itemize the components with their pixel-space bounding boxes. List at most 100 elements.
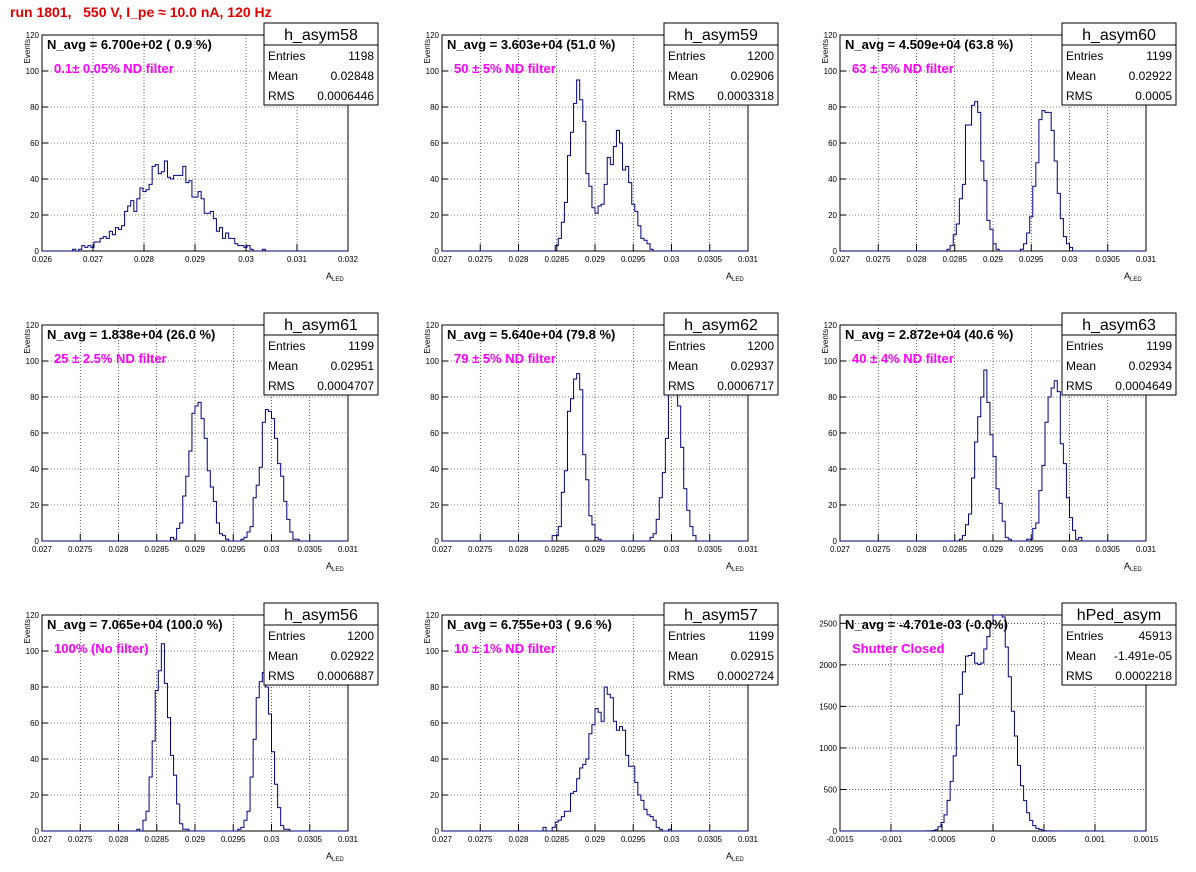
- x-tick-label: 0.0305: [298, 545, 323, 554]
- navg-label: N_avg = 2.872e+04 (40.6 %): [845, 327, 1013, 342]
- y-tick-label: 40: [430, 465, 439, 474]
- navg-label: N_avg = 3.603e+04 (51.0 %): [447, 37, 615, 52]
- stats-key: Mean: [1066, 69, 1096, 83]
- stats-value: 1199: [748, 629, 774, 643]
- x-tick-label: 0.031: [1136, 255, 1157, 264]
- y-tick-label: 100: [26, 357, 40, 366]
- histogram-panel-h_asym61: 0 20 40 60 80 100 120 0.027 0.0275 0.028 0.0285 0.0…: [23, 312, 379, 573]
- x-tick-label: 0.03: [664, 835, 680, 844]
- x-tick-label: 0.031: [338, 545, 359, 554]
- navg-label: N_avg = 5.640e+04 (79.8 %): [447, 327, 615, 342]
- page-title: run 1801, 550 V, I_pe ≈ 10.0 nA, 120 Hz: [10, 4, 272, 20]
- filter-label: 10 ± 1% ND filter: [454, 641, 556, 656]
- histogram-panel-h_asym57: 0 20 40 60 80 100 120 0.027 0.0275 0.028 0.0285 0.0…: [423, 602, 779, 863]
- x-tick-label: 0.0305: [1096, 545, 1121, 554]
- y-tick-label: 80: [828, 103, 837, 112]
- y-tick-label: 40: [30, 755, 39, 764]
- y-tick-label: 100: [426, 357, 440, 366]
- y-tick-label: 40: [30, 175, 39, 184]
- y-tick-label: 100: [824, 67, 838, 76]
- y-axis-label: Events: [423, 619, 432, 643]
- x-tick-label: 0.0275: [68, 835, 93, 844]
- stats-value: 1200: [747, 339, 774, 353]
- y-tick-label: 60: [30, 139, 39, 148]
- stats-value: 0.02937: [731, 359, 775, 373]
- histogram-panel-hPed_asym: 0 500 1000 1500 2000 2500 -0.0015 -0.001 -0.0005…: [819, 602, 1177, 844]
- navg-label: N_avg = -4.701e-03 (-0.0%): [845, 617, 1008, 632]
- x-tick-label: 0.029: [983, 255, 1004, 264]
- stats-key: RMS: [268, 89, 295, 103]
- x-tick-label: 0.0285: [145, 835, 170, 844]
- stats-value: 1199: [1146, 49, 1172, 63]
- x-tick-label: 0.031: [1136, 545, 1157, 554]
- filter-label: 79 ± 5% ND filter: [454, 351, 556, 366]
- y-tick-label: 80: [30, 103, 39, 112]
- stats-key: Mean: [668, 649, 698, 663]
- stats-value: 0.0006446: [317, 89, 374, 103]
- stats-value: 0.02906: [731, 69, 775, 83]
- x-tick-label: 0.03: [1062, 255, 1078, 264]
- stats-key: RMS: [668, 669, 695, 683]
- y-tick-label: 0: [833, 827, 838, 836]
- y-axis-label: Events: [423, 39, 432, 63]
- y-tick-label: 120: [824, 31, 838, 40]
- y-axis-label: Events: [423, 329, 432, 353]
- y-tick-label: 20: [30, 211, 39, 220]
- stats-key: Entries: [268, 49, 305, 63]
- stats-title: h_asym62: [684, 317, 758, 334]
- y-tick-label: 60: [430, 719, 439, 728]
- x-tick-label: 0.0305: [298, 835, 323, 844]
- x-tick-label: 0.031: [338, 835, 359, 844]
- y-axis-label: Events: [821, 39, 830, 63]
- x-tick-label: 0.0295: [621, 835, 646, 844]
- x-tick-label: 0.027: [432, 255, 453, 264]
- y-tick-label: 100: [426, 67, 440, 76]
- stats-key: RMS: [1066, 89, 1093, 103]
- stats-title: h_asym57: [684, 607, 758, 624]
- y-tick-label: 20: [30, 501, 39, 510]
- y-tick-label: 0: [35, 537, 40, 546]
- stats-value: 0.0004707: [317, 379, 374, 393]
- y-tick-label: 1000: [819, 744, 837, 753]
- stats-value: 0.02915: [731, 649, 775, 663]
- x-tick-label: 0.0305: [698, 255, 723, 264]
- stats-value: 0.0002724: [717, 669, 774, 683]
- y-tick-label: 60: [828, 429, 837, 438]
- x-tick-label: 0.0305: [698, 835, 723, 844]
- stats-key: Mean: [268, 359, 298, 373]
- y-tick-label: 20: [430, 501, 439, 510]
- stats-value: 0.02848: [331, 69, 375, 83]
- stats-value: 0.02922: [331, 649, 375, 663]
- x-tick-label: 0.031: [738, 255, 759, 264]
- y-tick-label: 20: [828, 501, 837, 510]
- stats-value: 0.0006887: [317, 669, 374, 683]
- stats-key: Mean: [268, 649, 298, 663]
- x-tick-label: 0.0275: [468, 545, 493, 554]
- x-tick-label: 0.029: [585, 255, 606, 264]
- stats-key: RMS: [668, 379, 695, 393]
- x-tick-label: 0.0295: [221, 545, 246, 554]
- histogram-panel-h_asym59: 0 20 40 60 80 100 120 0.027 0.0275 0.028 0.0285 0.0…: [423, 22, 779, 283]
- filter-label: 40 ± 4% ND filter: [852, 351, 954, 366]
- y-tick-label: 40: [430, 755, 439, 764]
- x-tick-label: 0.027: [83, 255, 104, 264]
- y-tick-label: 100: [824, 357, 838, 366]
- x-tick-label: 0.0285: [943, 255, 968, 264]
- y-tick-label: 60: [430, 429, 439, 438]
- x-tick-label: 0.0305: [1096, 255, 1121, 264]
- stats-key: Entries: [668, 629, 705, 643]
- x-tick-label: 0.0275: [68, 545, 93, 554]
- y-tick-label: 0: [35, 827, 40, 836]
- stats-value: -1.491e-05: [1114, 649, 1172, 663]
- x-tick-label: 0.0015: [1134, 835, 1159, 844]
- y-tick-label: 120: [824, 321, 838, 330]
- x-tick-label: 0.027: [432, 835, 453, 844]
- x-tick-label: 0.028: [508, 835, 529, 844]
- stats-key: Entries: [1066, 629, 1103, 643]
- x-tick-label: 0.029: [983, 545, 1004, 554]
- x-tick-label: 0.027: [432, 545, 453, 554]
- stats-title: h_asym61: [284, 317, 358, 334]
- x-tick-label: 0.03: [664, 545, 680, 554]
- y-tick-label: 20: [430, 791, 439, 800]
- histogram-panel-h_asym58: 0 20 40 60 80 100 120 0.026 0.027 0.028 0.029 0.03 0…: [23, 22, 379, 283]
